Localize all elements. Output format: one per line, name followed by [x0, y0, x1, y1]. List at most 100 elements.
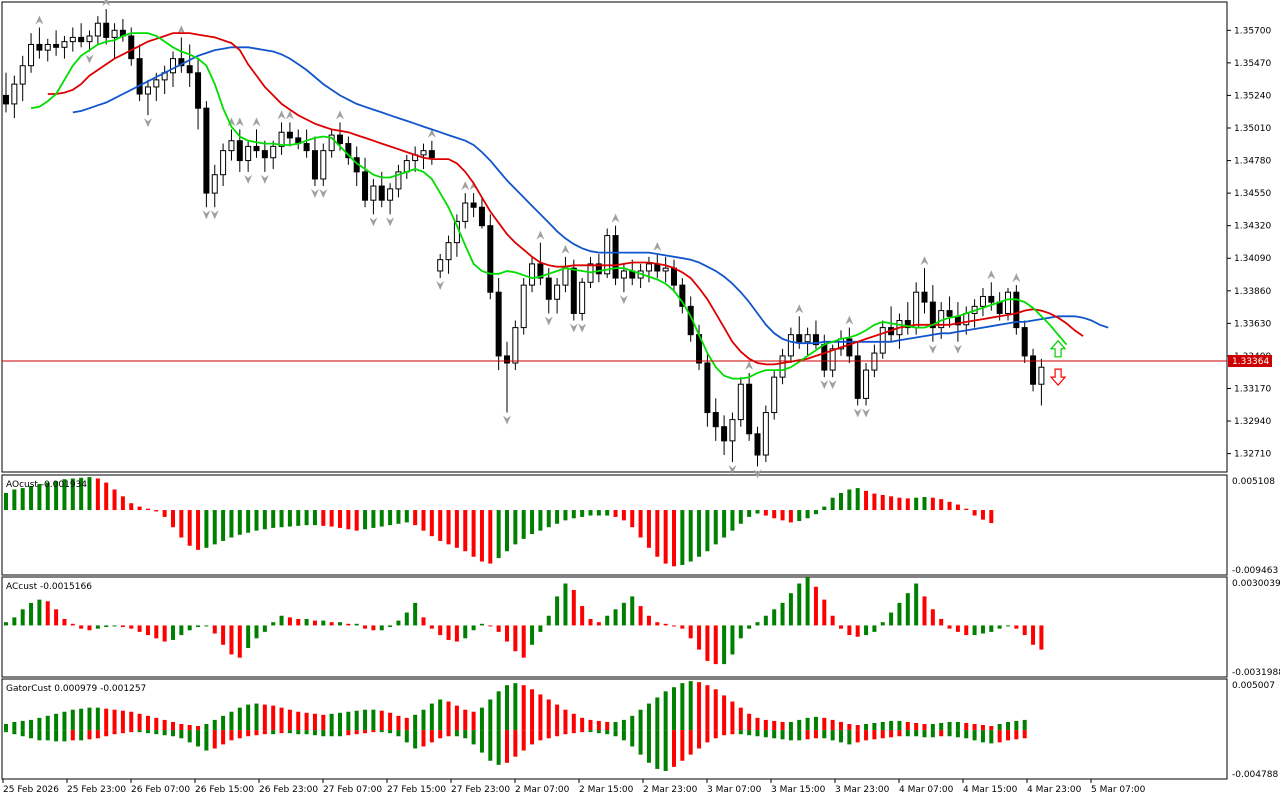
gator-upper-bar	[404, 717, 409, 731]
candle-bear	[570, 267, 577, 314]
gator-upper-bar	[388, 712, 393, 731]
gator-upper-bar	[880, 721, 885, 731]
fractal-down-icon	[369, 217, 378, 227]
histogram-bar	[889, 612, 894, 626]
histogram-bar	[688, 625, 693, 639]
gator-upper-bar	[20, 720, 25, 731]
histogram-bar	[87, 625, 92, 631]
histogram-bar	[855, 625, 860, 637]
histogram-bar	[488, 625, 493, 627]
fractal-down-icon	[928, 344, 937, 354]
gator-upper-bar	[655, 697, 660, 731]
gator-upper-bar	[839, 721, 843, 731]
gator-lower-bar	[697, 730, 702, 749]
histogram-bar	[546, 510, 551, 528]
main-price-panel[interactable]	[1, 1, 1228, 473]
gator-upper-bar	[196, 726, 201, 731]
gator-upper-bar	[129, 711, 134, 731]
histogram-bar	[45, 601, 50, 626]
candle-bear	[904, 320, 911, 329]
gator-lower-bar	[4, 730, 8, 733]
histogram-bar	[388, 510, 393, 526]
histogram-bar	[254, 510, 259, 531]
candle-bull	[1038, 366, 1045, 385]
histogram-bar	[722, 510, 727, 538]
histogram-bar	[905, 593, 910, 626]
candle-bull	[420, 150, 427, 156]
ac-tick-top: 0.0030039	[1232, 579, 1280, 589]
gator-upper-bar	[304, 712, 309, 731]
gator-lower-bar	[438, 730, 443, 739]
gator-upper-bar	[621, 719, 626, 731]
histogram-bar	[788, 510, 793, 523]
histogram-bar	[964, 508, 969, 511]
histogram-bar	[855, 488, 860, 511]
histogram-bar	[429, 625, 434, 629]
histogram-bar	[972, 625, 977, 636]
histogram-bar	[939, 499, 944, 511]
gator-upper-bar	[154, 717, 159, 731]
candle-bear	[796, 334, 803, 343]
gator-upper-bar	[29, 719, 34, 731]
gator-upper-bar	[588, 719, 593, 731]
candle-bear	[545, 277, 552, 300]
price-tick-label: 1.35010	[1234, 124, 1271, 134]
histogram-bar	[463, 510, 468, 552]
histogram-bar	[521, 625, 526, 658]
histogram-bar	[596, 622, 601, 626]
ao-panel[interactable]	[1, 474, 1228, 576]
candle-bear	[846, 338, 853, 357]
histogram-bar	[221, 625, 226, 645]
gator-upper-bar	[571, 713, 576, 731]
histogram-bar	[79, 625, 84, 629]
gator-upper-bar	[680, 683, 685, 731]
gator-lower-bar	[538, 730, 543, 741]
buy-signal-arrow-icon	[1049, 339, 1067, 358]
candle-bull	[462, 202, 469, 222]
candle-bear	[946, 310, 953, 317]
histogram-bar	[772, 510, 777, 519]
ao-label: AOcust -0.001934	[6, 480, 87, 490]
time-tick-label: 4 Mar 15:00	[963, 785, 1018, 795]
ac-panel[interactable]	[1, 576, 1228, 678]
histogram-bar	[905, 498, 910, 511]
candle-bear	[929, 301, 936, 329]
gator-upper-bar	[580, 717, 585, 731]
gator-upper-bar	[914, 722, 919, 731]
gator-upper-bar	[137, 713, 142, 731]
gator-upper-bar	[505, 685, 509, 731]
candle-bull	[562, 267, 569, 286]
candle-bear	[812, 334, 819, 346]
gator-lower-bar	[346, 730, 351, 736]
fractal-down-icon	[503, 415, 511, 425]
candle-bull	[220, 150, 227, 176]
histogram-bar	[321, 510, 326, 526]
histogram-bar	[521, 510, 526, 539]
fractal-down-icon	[953, 344, 962, 354]
histogram-bar	[630, 510, 635, 528]
gator-panel[interactable]	[1, 678, 1228, 780]
histogram-bar	[822, 599, 827, 626]
histogram-bar	[596, 510, 601, 516]
histogram-bar	[980, 625, 985, 634]
gator-lower-bar	[479, 730, 484, 753]
histogram-bar	[413, 602, 418, 626]
gator-upper-bar	[363, 709, 368, 731]
fractal-up-icon	[653, 241, 662, 251]
time-tick-label: 27 Feb 07:00	[323, 785, 382, 795]
gator-upper-bar	[1006, 721, 1010, 731]
time-tick-label: 5 Mar 07:00	[1091, 785, 1146, 795]
histogram-bar	[187, 625, 192, 631]
ao-tick-top: 0.005108	[1232, 477, 1275, 487]
gator-upper-bar	[596, 720, 601, 731]
candle-bull	[86, 35, 93, 43]
histogram-bar	[37, 599, 42, 626]
gator-tick-top: 0.005007	[1232, 681, 1275, 691]
histogram-bar	[680, 625, 685, 629]
gator-lower-bar	[864, 730, 869, 741]
time-tick-label: 25 Feb 23:00	[67, 785, 126, 795]
current-price-label: 1.33364	[1232, 357, 1269, 367]
candle-bear	[236, 140, 243, 162]
gator-upper-bar	[329, 713, 334, 731]
gator-lower-bar	[730, 730, 735, 735]
